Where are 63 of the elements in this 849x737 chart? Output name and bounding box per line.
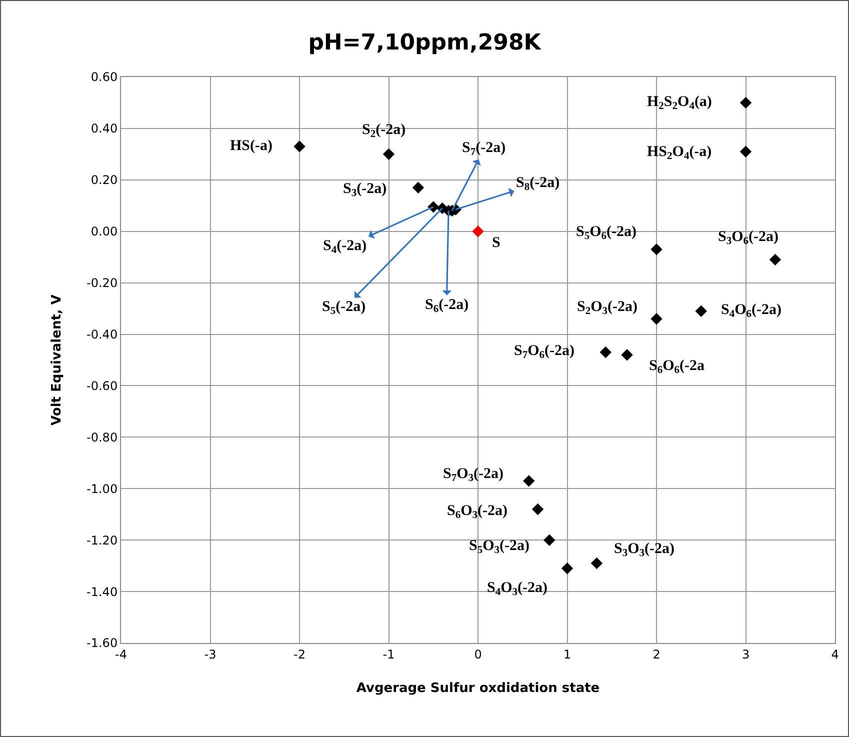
annotation: H$_{2}$S$_{2}$O$_{4}$(a) <box>647 94 712 112</box>
annotation: S$_{8}$(-2a) <box>516 175 560 194</box>
y-tick-label: -0.20 <box>86 276 118 290</box>
point <box>472 226 484 238</box>
annotation: S$_{3}$O$_{6}$(-2a) <box>718 229 779 248</box>
x-tick-label: 0 <box>474 647 482 662</box>
point <box>561 562 574 574</box>
y-tick-label: -1.20 <box>86 533 118 548</box>
annotation: S$_{2}$O$_{3}$(-2a) <box>577 299 638 318</box>
x-tick-label: -3 <box>204 647 216 662</box>
point <box>650 312 662 325</box>
point <box>600 346 612 358</box>
x-tick-label: -1 <box>382 647 395 662</box>
y-tick-label: -1.00 <box>86 482 118 496</box>
point <box>769 254 782 266</box>
annotation: HS$_{2}$O$_{4}$(-a) <box>647 144 712 162</box>
annotation: S$_{3}$O$_{3}$(-2a) <box>614 541 675 560</box>
point <box>523 475 535 487</box>
annotation: S$_{4}$O$_{3}$(-2a) <box>487 580 548 598</box>
x-axis-title: Avgerage Sulfur oxdidation state <box>356 681 600 696</box>
y-tick-label: -1.40 <box>86 584 118 599</box>
annotation: S$_{6}$(-2a) <box>425 297 469 316</box>
y-tick-label: -1.60 <box>86 636 118 650</box>
y-tick-label: -0.60 <box>86 378 118 393</box>
annotation: S$_{4}$O$_{6}$(-2a) <box>721 302 782 320</box>
y-axis-title: Volt Equivalent, V <box>49 294 64 426</box>
annotation: S$_{6}$O$_{3}$(-2a) <box>447 503 508 522</box>
annotation: S <box>492 235 500 251</box>
point <box>382 148 395 160</box>
annotation: S$_{7}$O$_{6}$(-2a) <box>514 343 575 362</box>
y-tick-label: 0.60 <box>90 70 118 84</box>
y-tick-label: -0.80 <box>86 430 118 444</box>
x-tick-label: 2 <box>652 647 660 662</box>
point <box>590 557 603 570</box>
annotation: S$_{3}$(-2a) <box>343 181 387 200</box>
annotation: S$_{5}$O$_{6}$(-2a) <box>576 224 637 242</box>
point <box>294 140 306 152</box>
x-tick-label: -2 <box>294 647 306 662</box>
annotation: S$_{7}$O$_{3}$(-2a) <box>443 466 504 484</box>
y-tick-label: 0.00 <box>90 224 118 239</box>
annotation: S$_{5}$O$_{3}$(-2a) <box>469 538 530 556</box>
point <box>740 96 752 109</box>
annotation: HS(-a) <box>230 138 272 154</box>
x-tick-label: 3 <box>742 647 750 662</box>
point <box>412 182 424 194</box>
x-tick-label: -4 <box>115 647 127 662</box>
point <box>544 534 556 546</box>
y-tick-label: -0.40 <box>86 327 118 342</box>
point <box>740 146 752 158</box>
point <box>695 305 707 317</box>
annotation: S$_{5}$(-2a) <box>322 299 366 318</box>
annotation: S$_{7}$(-2a) <box>462 140 506 158</box>
x-tick-label: 1 <box>563 647 572 662</box>
point <box>532 503 544 516</box>
point <box>650 244 662 256</box>
annotation: S$_{4}$(-2a) <box>323 238 367 256</box>
chart-title: pH=7,10ppm,298K <box>308 30 542 56</box>
annotation: S$_{6}$O$_{6}$(-2a <box>649 358 706 376</box>
y-tick-label: 0.40 <box>90 122 118 136</box>
x-tick-label: 4 <box>831 647 839 662</box>
y-tick-label: 0.20 <box>90 173 118 188</box>
annotation: S$_{2}$(-2a) <box>362 122 406 140</box>
point <box>621 349 633 361</box>
